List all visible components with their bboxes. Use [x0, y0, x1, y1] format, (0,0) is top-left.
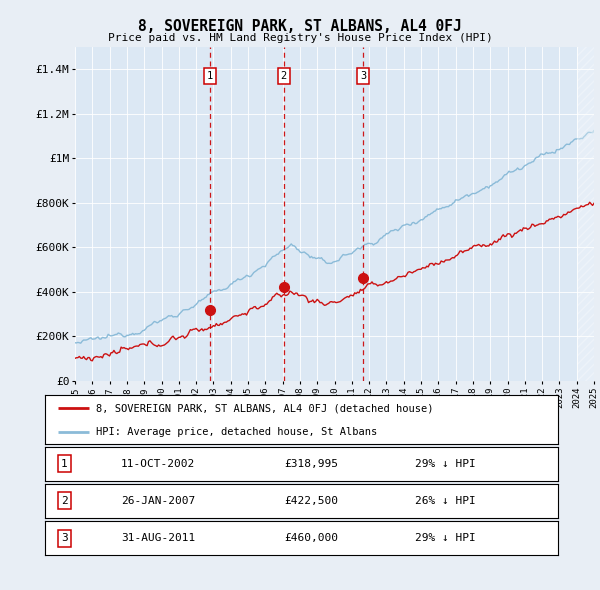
Text: 8, SOVEREIGN PARK, ST ALBANS, AL4 0FJ (detached house): 8, SOVEREIGN PARK, ST ALBANS, AL4 0FJ (d… — [97, 404, 434, 414]
Text: 26% ↓ HPI: 26% ↓ HPI — [415, 496, 476, 506]
Text: 3: 3 — [61, 533, 68, 543]
Text: 3: 3 — [360, 71, 367, 81]
Text: 2: 2 — [281, 71, 287, 81]
Text: 8, SOVEREIGN PARK, ST ALBANS, AL4 0FJ: 8, SOVEREIGN PARK, ST ALBANS, AL4 0FJ — [138, 19, 462, 34]
Text: £460,000: £460,000 — [285, 533, 339, 543]
Text: 11-OCT-2002: 11-OCT-2002 — [121, 459, 195, 468]
Text: £422,500: £422,500 — [285, 496, 339, 506]
Text: 26-JAN-2007: 26-JAN-2007 — [121, 496, 195, 506]
Text: 29% ↓ HPI: 29% ↓ HPI — [415, 459, 476, 468]
Text: 2: 2 — [61, 496, 68, 506]
Text: 1: 1 — [206, 71, 213, 81]
Text: 29% ↓ HPI: 29% ↓ HPI — [415, 533, 476, 543]
Text: £318,995: £318,995 — [285, 459, 339, 468]
Text: 1: 1 — [61, 459, 68, 468]
Text: 31-AUG-2011: 31-AUG-2011 — [121, 533, 195, 543]
Text: HPI: Average price, detached house, St Albans: HPI: Average price, detached house, St A… — [97, 427, 377, 437]
Text: Price paid vs. HM Land Registry's House Price Index (HPI): Price paid vs. HM Land Registry's House … — [107, 33, 493, 43]
